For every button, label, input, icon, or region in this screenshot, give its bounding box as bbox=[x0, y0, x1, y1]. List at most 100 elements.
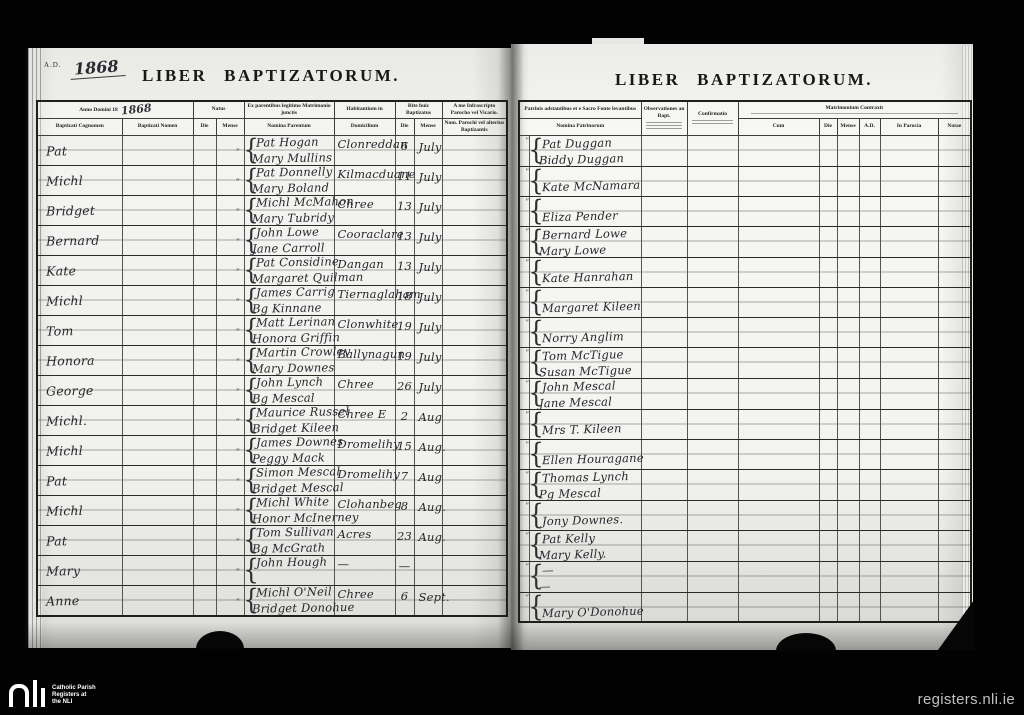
natus-die-cell bbox=[192, 375, 217, 406]
col-baptism-mense: Mense bbox=[413, 117, 443, 136]
handwritten-entry: Pg Mescal bbox=[538, 485, 601, 501]
handwritten-entry: Chree bbox=[337, 586, 374, 601]
sponsor-row: "{Thomas Lynch Pg Mescal bbox=[518, 469, 972, 501]
baptized-name: Pat bbox=[45, 142, 68, 159]
marriage-cum-cell bbox=[737, 287, 820, 318]
ditto-mark: " bbox=[235, 566, 240, 577]
marriage-mense-cell bbox=[836, 409, 860, 440]
ditto-cell: " bbox=[518, 226, 530, 258]
logo-caption-line3: the NLI bbox=[52, 699, 73, 705]
baptized-name: Michl bbox=[45, 442, 84, 459]
natus-mense-cell bbox=[215, 225, 245, 256]
col-sponsors: Nomina Patrinorum bbox=[518, 117, 642, 136]
baptism-row: Michl. {" Maurice Russel Bridget Kileen Chre… bbox=[36, 403, 508, 436]
baptized-name-cell: Michl. bbox=[36, 405, 123, 436]
col-marriage-notes: Notae bbox=[937, 117, 972, 136]
marriage-parish-cell bbox=[879, 196, 939, 227]
nli-logo-n bbox=[9, 684, 29, 707]
sponsors-cell: {Pat Kelly Mary Kelly. bbox=[528, 530, 642, 562]
marriage-notes-cell bbox=[937, 226, 972, 258]
handwritten-entry: Michl O'Neil bbox=[255, 584, 332, 600]
brace-mark: { bbox=[528, 590, 544, 623]
observations-cell bbox=[640, 347, 688, 379]
logo-caption-line2: Registers at bbox=[52, 692, 87, 698]
observations-cell bbox=[640, 166, 688, 197]
marriage-label: Matrimonium Contraxit bbox=[825, 104, 884, 111]
handwritten-entry: Honora Griffin bbox=[251, 329, 340, 346]
marriage-parish-cell bbox=[879, 317, 939, 348]
surname-cell bbox=[121, 225, 194, 256]
handwritten-entry: Bg Kinnane bbox=[251, 300, 322, 316]
marriage-ad-cell bbox=[858, 196, 881, 227]
brace-mark: { bbox=[243, 583, 259, 616]
handwritten-entry: 13 bbox=[397, 198, 413, 213]
confirmation-cell bbox=[686, 561, 739, 593]
baptism-day-cell: 23 bbox=[394, 525, 415, 556]
baptized-name: Pat bbox=[45, 532, 68, 549]
residence-cell: Chree bbox=[333, 585, 396, 617]
baptism-month-cell: Aug. bbox=[413, 525, 446, 556]
baptism-day-cell: 18 bbox=[394, 285, 415, 316]
natus-mense-cell bbox=[215, 345, 245, 376]
residence-cell: Clonwhite bbox=[333, 315, 398, 346]
handwritten-entry: Mary Lowe bbox=[538, 242, 606, 258]
brace-mark: { bbox=[243, 223, 259, 256]
observations-cell bbox=[640, 592, 688, 623]
baptism-month-cell: July bbox=[413, 345, 443, 376]
confirmation-cell bbox=[686, 226, 739, 258]
marriage-die-cell bbox=[818, 530, 838, 562]
handwritten-entry: Ballynagun bbox=[337, 346, 406, 361]
baptized-name: Kate bbox=[45, 262, 77, 279]
baptism-day-cell: 13 bbox=[394, 195, 415, 226]
col-priest: Nom. Parochi vel alterius Baptizantis bbox=[441, 117, 508, 136]
handwritten-entry: July bbox=[418, 199, 442, 214]
handwritten-entry: Eliza Pender bbox=[541, 207, 618, 224]
marriage-notes-cell bbox=[937, 561, 972, 593]
marriage-ad-cell bbox=[858, 409, 881, 440]
ditto-cell: " bbox=[518, 287, 530, 318]
handwritten-entry: 19 bbox=[397, 318, 413, 333]
parents-cell: {" Matt Lerinan Honora Griffin bbox=[236, 314, 340, 346]
brace-mark: { bbox=[243, 403, 259, 436]
ditto-cell: " bbox=[518, 530, 530, 562]
marriage-ad-cell bbox=[858, 439, 881, 470]
priest-cell bbox=[441, 285, 508, 316]
baptism-day-cell: 7 bbox=[394, 465, 415, 496]
marriage-die-cell bbox=[818, 409, 838, 440]
marriage-die-cell bbox=[818, 196, 838, 227]
marriage-cum-cell bbox=[737, 166, 820, 197]
marriage-notes-cell bbox=[937, 439, 972, 470]
confirmation-cell bbox=[686, 257, 739, 288]
natus-die-cell bbox=[192, 255, 217, 286]
baptized-name-cell: Tom bbox=[36, 315, 123, 346]
baptism-day-cell: 13 bbox=[394, 255, 415, 286]
baptism-month-cell: Aug bbox=[413, 405, 443, 436]
ditto-cell: " bbox=[518, 409, 530, 440]
handwritten-entry: Tom McTigue bbox=[541, 346, 624, 363]
handwritten-entry: Matt Lerinan bbox=[255, 314, 335, 330]
handwritten-entry: Mary Mullins bbox=[251, 150, 332, 166]
handwritten-entry: — bbox=[398, 558, 411, 573]
priest-cell bbox=[441, 195, 508, 226]
marriage-cum-cell bbox=[737, 257, 820, 288]
marriage-mense-cell bbox=[836, 166, 860, 197]
priest-cell bbox=[441, 435, 508, 466]
col-cognomen: Baptizati Cognomen bbox=[36, 117, 123, 136]
ditto-mark: " bbox=[235, 266, 240, 277]
year-annotation: A.D. 1868 bbox=[44, 56, 125, 80]
surname-cell bbox=[121, 255, 194, 286]
brace-mark: { bbox=[243, 493, 259, 526]
marriage-die-cell bbox=[818, 500, 838, 531]
natus-mense-cell bbox=[215, 555, 245, 586]
marriage-fine-print bbox=[750, 112, 958, 115]
header-natus: Natus bbox=[192, 100, 245, 119]
marriage-mense-cell bbox=[836, 530, 860, 562]
baptism-month-cell: July bbox=[413, 285, 443, 316]
ditto-mark: " bbox=[235, 206, 240, 217]
natus-mense-cell bbox=[215, 525, 245, 556]
handwritten-entry: — bbox=[541, 562, 554, 577]
ditto-cell: " bbox=[518, 135, 530, 167]
marriage-notes-cell bbox=[937, 347, 972, 379]
handwritten-entry: Dromelihy bbox=[337, 466, 400, 481]
sponsor-row: "{Margaret Kileen bbox=[518, 287, 972, 318]
